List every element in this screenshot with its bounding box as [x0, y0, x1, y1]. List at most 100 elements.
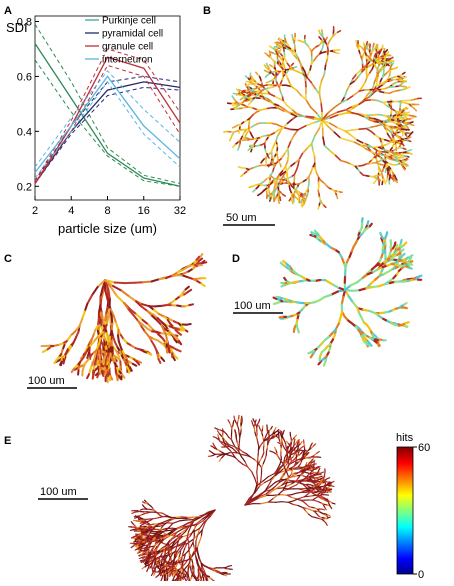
dendrite: [371, 126, 376, 127]
dendrite: [324, 295, 331, 298]
legend-label: granule cell: [102, 42, 153, 53]
dendrite: [136, 536, 138, 537]
dendrite: [385, 181, 386, 184]
dendrite: [332, 503, 335, 504]
dendrite: [378, 344, 380, 346]
dendrite: [250, 457, 255, 460]
dendrite: [311, 443, 312, 445]
dendrite: [374, 182, 376, 184]
dendrite: [275, 447, 276, 449]
dendrite: [294, 439, 295, 441]
dendrite: [177, 350, 181, 352]
dendrite: [112, 324, 113, 331]
dendrite: [319, 30, 320, 33]
dendrite: [143, 502, 145, 503]
dendrite: [304, 195, 307, 196]
dendrite: [136, 542, 138, 543]
dendrite: [227, 447, 230, 450]
dendrite: [309, 489, 313, 490]
dendrite: [310, 64, 311, 70]
panel-label: C: [4, 253, 12, 265]
dendrite: [298, 40, 301, 41]
dendrite: [351, 136, 357, 141]
dendrite: [387, 178, 388, 181]
dendrite: [409, 268, 412, 269]
dendrite: [87, 295, 92, 304]
dendrite: [322, 509, 324, 510]
colorbar-scale: [397, 447, 413, 574]
dendrite: [297, 90, 301, 95]
dendrite: [115, 283, 125, 284]
dendrite: [294, 130, 298, 136]
dendrite: [286, 161, 288, 167]
dendrite: [360, 46, 362, 48]
dendrite: [98, 319, 99, 326]
dendrite: [141, 509, 143, 510]
dendrite: [330, 123, 338, 127]
dendrite: [356, 41, 357, 44]
dendrite: [241, 174, 244, 176]
dendrite: [271, 163, 272, 165]
dendrite: [112, 316, 113, 323]
dendrite: [319, 468, 320, 470]
dendrite: [253, 189, 255, 191]
dendrite: [87, 355, 88, 358]
dendrite: [366, 129, 371, 132]
dendrite: [287, 472, 289, 476]
dendrite: [82, 311, 85, 318]
x-tick-label: 2: [32, 205, 38, 217]
dendrite: [295, 435, 297, 437]
dendrite: [182, 562, 183, 566]
dendrite: [266, 108, 272, 109]
dendrite: [305, 116, 314, 117]
dendrite: [306, 80, 307, 87]
dendrite: [320, 94, 322, 103]
dendrite: [315, 128, 320, 135]
dendrite: [185, 551, 188, 554]
dendrite: [239, 429, 240, 433]
dendrite: [135, 549, 138, 550]
scale-bar-label: 50 um: [226, 212, 257, 224]
scale-bar-label: 100 um: [234, 300, 271, 312]
dendrite: [288, 155, 289, 161]
dendrite: [242, 457, 245, 462]
y-tick-label: 0.6: [17, 71, 32, 83]
dendrite: [235, 458, 239, 462]
dendrite: [309, 514, 312, 517]
dendrite: [283, 195, 285, 196]
dendrite: [154, 573, 155, 575]
dendrite: [237, 425, 238, 429]
series-bound-line: [35, 49, 180, 181]
dendrite: [377, 100, 383, 102]
dendrite: [265, 70, 267, 71]
dendrite: [404, 116, 406, 117]
dendrite: [261, 474, 262, 480]
dendrite: [252, 472, 255, 478]
dendrite: [386, 52, 388, 54]
dendrite: [257, 466, 258, 472]
dendrite: [270, 52, 273, 53]
dendrite: [328, 126, 334, 132]
dendrite: [234, 416, 235, 419]
dendrite: [230, 138, 231, 141]
dendrite: [342, 297, 344, 304]
dendrite: [142, 567, 145, 569]
dendrite: [242, 455, 246, 456]
dendrite: [325, 146, 330, 151]
dendrite: [370, 224, 372, 227]
dendrite: [313, 444, 315, 446]
dendrite: [290, 163, 295, 167]
dendrite: [262, 464, 264, 468]
dendrite: [292, 200, 293, 203]
dendrite: [260, 457, 262, 461]
dendrite: [368, 345, 370, 346]
dendrite: [161, 358, 164, 361]
neuron-images: [42, 27, 422, 581]
dendrite: [405, 140, 408, 141]
dendrite: [380, 233, 381, 236]
dendrite: [265, 455, 266, 459]
dendrite: [103, 371, 104, 375]
dendrite: [159, 572, 160, 574]
dendrite: [229, 566, 232, 567]
dendrite: [375, 54, 376, 57]
